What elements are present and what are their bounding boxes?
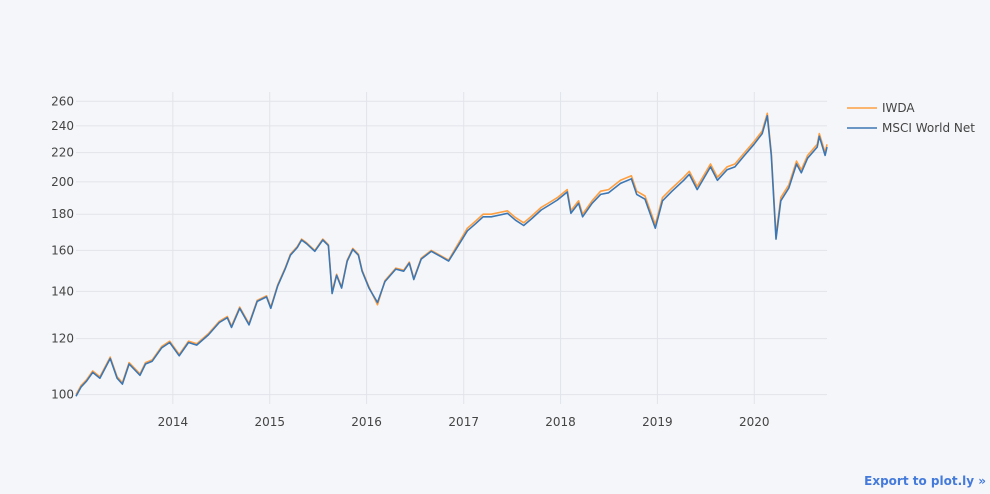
y-tick-label: 260 <box>51 94 74 108</box>
x-tick-label: 2015 <box>254 415 285 429</box>
y-tick-label: 100 <box>51 388 74 402</box>
y-tick-label: 200 <box>51 175 74 189</box>
grid <box>76 92 827 404</box>
y-tick-label: 240 <box>51 119 74 133</box>
legend-item-iwda[interactable]: IWDA <box>847 101 915 115</box>
series-line-iwda <box>75 112 828 395</box>
x-tick-label: 2018 <box>545 415 576 429</box>
y-tick-label: 160 <box>51 243 74 257</box>
x-tick-label: 2020 <box>739 415 770 429</box>
x-tick-label: 2016 <box>351 415 382 429</box>
x-tick-label: 2014 <box>158 415 189 429</box>
legend[interactable]: IWDA MSCI World Net <box>847 101 975 135</box>
x-axis: 2014 2015 2016 2017 2018 2019 2020 <box>158 415 770 429</box>
y-tick-label: 140 <box>51 284 74 298</box>
series-line-msci-world-net <box>75 115 828 397</box>
x-tick-label: 2017 <box>448 415 479 429</box>
y-tick-label: 220 <box>51 146 74 160</box>
y-axis: 100 120 140 160 180 200 220 240 260 <box>51 94 74 401</box>
export-to-plotly-link[interactable]: Export to plot.ly » <box>864 474 986 488</box>
legend-label: MSCI World Net <box>882 121 975 135</box>
y-tick-label: 180 <box>51 207 74 221</box>
y-tick-label: 120 <box>51 332 74 346</box>
x-tick-label: 2019 <box>642 415 673 429</box>
legend-item-msci-world-net[interactable]: MSCI World Net <box>847 121 975 135</box>
plot-area <box>75 112 828 397</box>
legend-label: IWDA <box>882 101 915 115</box>
